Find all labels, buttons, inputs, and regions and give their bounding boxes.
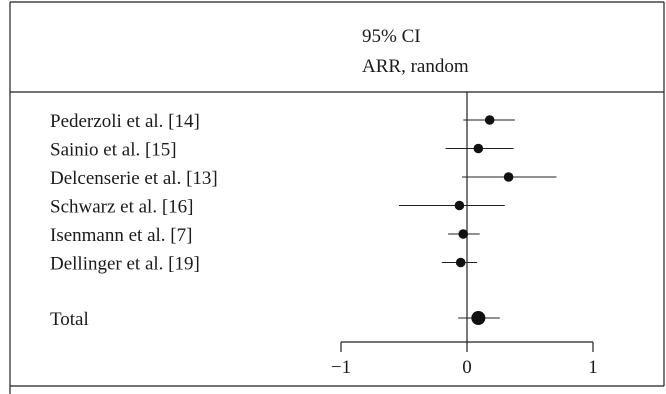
header-method-label: ARR, random: [362, 56, 469, 77]
total-point-estimate: [471, 311, 486, 325]
study-label: Schwarz et al. [16]: [50, 197, 194, 218]
study-label: Dellinger et al. [19]: [50, 254, 200, 275]
total-row: Total: [50, 309, 500, 330]
header-ci-label: 95% CI: [362, 26, 421, 47]
study-label: Delcenserie et al. [13]: [50, 168, 218, 189]
study-point-estimate: [484, 115, 495, 125]
x-axis: −1 0 1: [331, 341, 598, 378]
study-rows: Pederzoli et al. [14] Sainio et al. [15] D…: [50, 111, 557, 330]
study-row: Isenmann et al. [7]: [50, 225, 480, 246]
study-row: Delcenserie et al. [13]: [50, 168, 557, 189]
study-label: Sainio et al. [15]: [50, 140, 177, 161]
x-tick-label: 1: [588, 357, 598, 378]
study-row: Sainio et al. [15]: [50, 140, 514, 161]
study-point-estimate: [454, 200, 465, 211]
study-point-estimate: [503, 172, 514, 182]
study-row: Pederzoli et al. [14]: [50, 111, 515, 132]
study-point-estimate: [455, 257, 466, 268]
study-row: Dellinger et al. [19]: [50, 254, 478, 275]
x-tick-label: −1: [331, 357, 351, 378]
study-row: Schwarz et al. [16]: [50, 197, 505, 218]
study-point-estimate: [458, 229, 469, 239]
study-point-estimate: [473, 143, 484, 154]
total-label: Total: [50, 309, 89, 330]
x-tick-label: 0: [462, 357, 472, 378]
study-label: Pederzoli et al. [14]: [50, 111, 200, 132]
study-label: Isenmann et al. [7]: [50, 225, 192, 246]
